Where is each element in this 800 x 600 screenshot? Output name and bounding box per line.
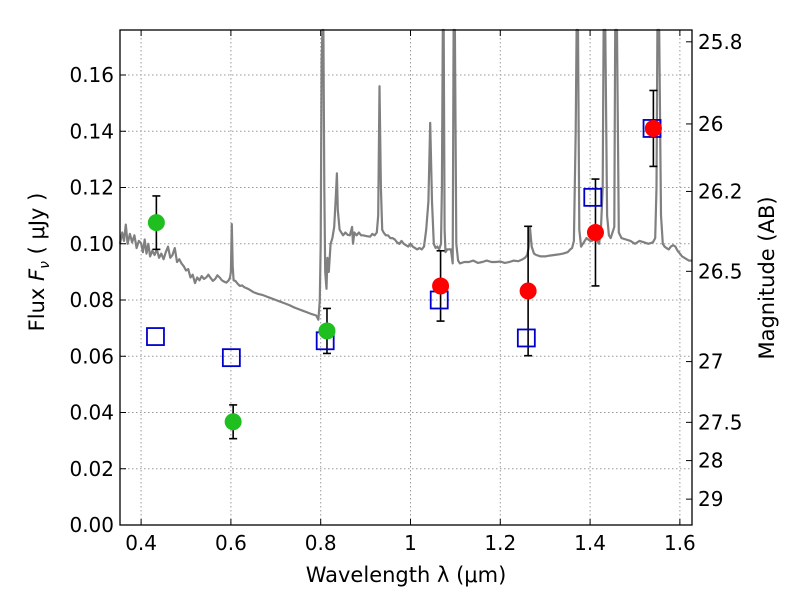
- y-axis-title-suffix: ( μJy ): [25, 193, 49, 261]
- y-axis-title-var: F: [25, 268, 49, 281]
- x-tick-label: 1.2: [484, 531, 516, 555]
- x-tick-label: 0.6: [215, 531, 247, 555]
- y2-axis-title: Magnitude (AB): [755, 196, 779, 359]
- model-square-marker: [516, 328, 536, 348]
- green-data-point: [224, 413, 242, 431]
- y-tick-label: 0.02: [69, 457, 114, 481]
- y-tick-label: 0.00: [69, 513, 114, 537]
- y-tick-label: 0.12: [69, 176, 114, 200]
- y2-tick-label: 26.2: [698, 179, 743, 203]
- y-tick-label: 0.14: [69, 119, 114, 143]
- x-tick-label: 0.8: [305, 531, 337, 555]
- green-data-point: [318, 322, 336, 340]
- plot-frame: [119, 29, 693, 526]
- y-tick-label: 0.06: [69, 344, 114, 368]
- y-axis-title-prefix: Flux: [25, 281, 49, 331]
- y2-tick-label: 29: [698, 487, 723, 511]
- model-square-marker: [221, 348, 241, 368]
- red-data-point: [586, 224, 604, 241]
- green-data-point: [147, 214, 165, 232]
- x-tick-label: 1.6: [664, 531, 696, 555]
- red-data-point: [644, 119, 662, 137]
- y2-tick-label: 28: [698, 449, 723, 473]
- y2-tick-label: 26: [698, 112, 723, 136]
- grid: [120, 30, 692, 525]
- y-tick-label: 0.10: [69, 232, 114, 256]
- photometry-point-layer: [147, 119, 662, 431]
- red-data-point: [432, 277, 450, 295]
- model-square-marker: [146, 327, 165, 346]
- y-axis-title: Flux Fν ( μJy ): [25, 193, 53, 332]
- x-axis-title: Wavelength λ (μm): [306, 563, 507, 587]
- y-tick-label: 0.16: [69, 63, 114, 87]
- ticks: 0.4 0.6 0.8 1 1.2 1.4 1.6 0.00 0.02 0.04 0.06 0.08 0…: [69, 30, 742, 555]
- red-data-point: [519, 282, 537, 300]
- x-tick-label: 1.4: [574, 531, 606, 555]
- x-tick-label: 0.4: [125, 531, 157, 555]
- y2-tick-label: 27.5: [698, 410, 743, 434]
- x-tick-label: 1: [404, 531, 417, 555]
- model-square-marker: [583, 187, 603, 207]
- y-tick-label: 0.04: [69, 401, 114, 425]
- y-axis-title-var-sub: ν: [37, 261, 53, 269]
- y-tick-label: 0.08: [69, 288, 114, 312]
- y2-tick-label: 26.5: [698, 259, 743, 283]
- y2-tick-label: 25.8: [698, 30, 743, 54]
- y2-tick-label: 27: [698, 350, 723, 374]
